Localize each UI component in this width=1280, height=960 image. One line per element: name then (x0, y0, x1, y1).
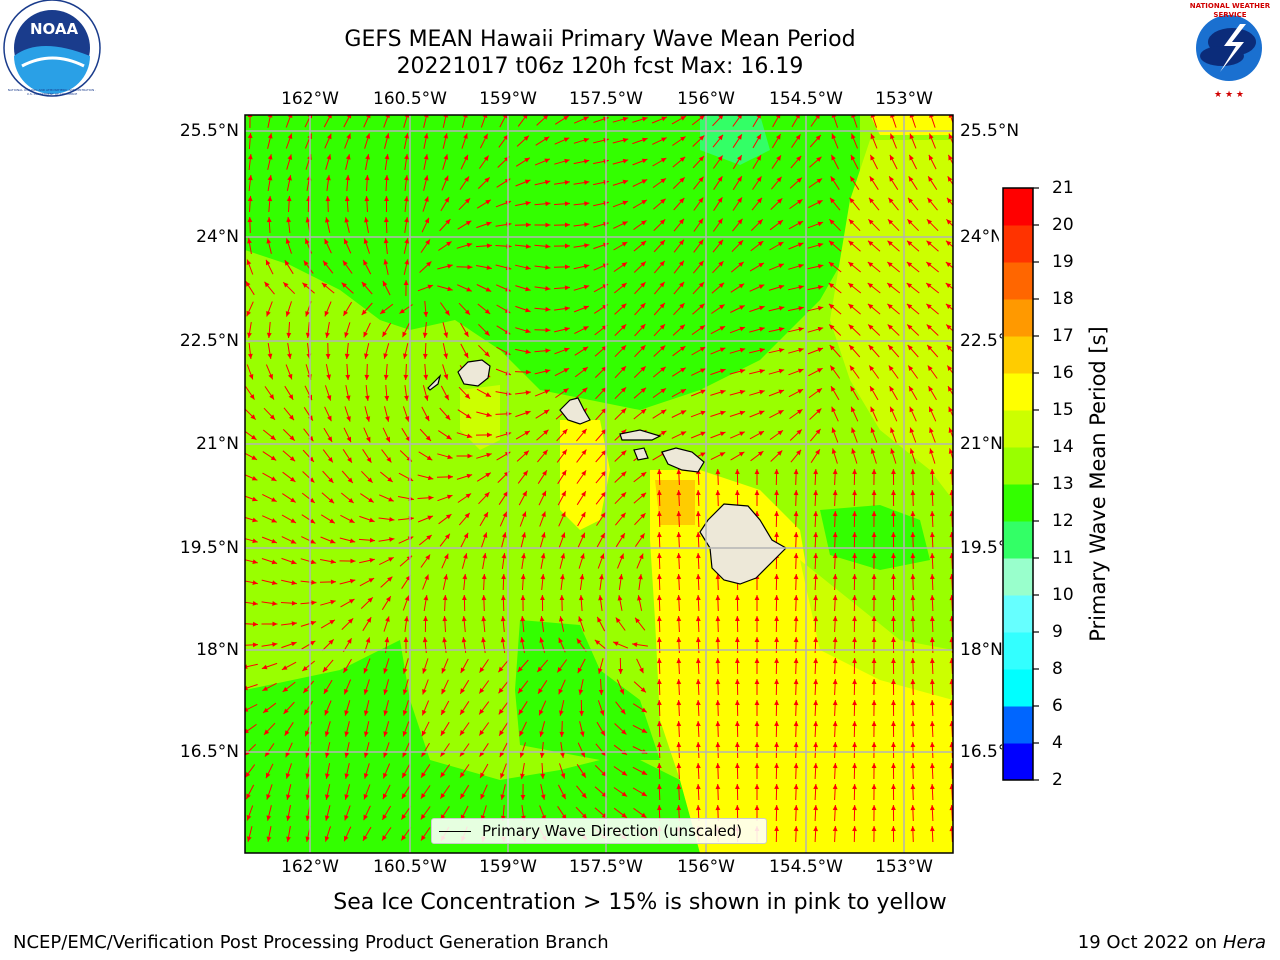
colorbar-segment (1003, 336, 1033, 374)
island-kauai (457, 359, 491, 387)
noaa-logo-ring-text: NATIONAL OCEANIC AND ATMOSPHERIC ADMINIS… (7, 88, 97, 96)
lon-label-top: 159°W (479, 89, 537, 109)
island-lanai (633, 447, 649, 461)
colorbar-tick-label: 21 (1052, 178, 1074, 198)
hawaiian-islands (427, 359, 787, 585)
colorbar-tick-label: 11 (1052, 548, 1074, 568)
lat-label-right: 22.5°N (960, 332, 1002, 350)
lon-label-top: 157.5°W (569, 89, 643, 109)
lon-label-top: 160.5°W (373, 89, 447, 109)
lon-label-top: 156°W (677, 89, 735, 109)
colorbar (1003, 187, 1039, 781)
lat-label-right: 24°N (960, 227, 1003, 247)
island-hawaii (699, 503, 787, 585)
colorbar-tick-label: 10 (1052, 585, 1074, 605)
footer-right: 19 Oct 2022 on Hera (1078, 932, 1266, 953)
lat-label-right: 25.5°N (960, 121, 1020, 141)
colorbar-segment (1003, 373, 1033, 411)
colorbar-tick-label: 6 (1052, 696, 1063, 716)
lon-label-bottom: 159°W (479, 857, 537, 877)
colorbar-segment (1003, 669, 1033, 707)
lat-label-right: 16.5°N (960, 743, 1002, 761)
lon-label-bottom: 162°W (281, 857, 339, 877)
lat-label-left: 24°N (196, 227, 239, 247)
colorbar-segment (1003, 484, 1033, 522)
caption: Sea Ice Concentration > 15% is shown in … (333, 890, 947, 915)
lon-label-top: 154.5°W (769, 89, 843, 109)
legend-line (439, 831, 471, 832)
svg-text:★ ★ ★: ★ ★ ★ (1214, 90, 1244, 100)
colorbar-segment (1003, 225, 1033, 263)
colorbar-tick-label: 17 (1052, 326, 1074, 346)
nws-logo: ★ ★ ★ (1183, 2, 1275, 100)
lon-label-bottom: 153°W (875, 857, 933, 877)
colorbar-tick-label: 2 (1052, 770, 1063, 790)
lat-label-right: 21°N (960, 435, 1002, 453)
noaa-logo-text: NOAA (30, 20, 79, 38)
legend-box: Primary Wave Direction (unscaled) (431, 818, 767, 844)
colorbar-tick-label: 8 (1052, 659, 1063, 679)
lat-label-left: 18°N (196, 640, 239, 660)
colorbar-tick-label: 18 (1052, 289, 1074, 309)
lat-label-left: 22.5°N (179, 331, 239, 351)
colorbar-segment (1003, 743, 1033, 781)
lon-label-bottom: 156°W (677, 857, 735, 877)
lon-label-bottom: 154.5°W (769, 857, 843, 877)
lat-label-right: 18°N (960, 641, 1002, 659)
colorbar-segment (1003, 410, 1033, 448)
colorbar-title: Primary Wave Mean Period [s] (1086, 326, 1110, 642)
nws-logo-ring-text: NATIONAL WEATHER SERVICE (1189, 2, 1271, 19)
colorbar-segment (1003, 262, 1033, 300)
island-oahu (559, 397, 591, 425)
colorbar-tick-label: 14 (1052, 437, 1074, 457)
colorbar-tick-label: 16 (1052, 363, 1074, 383)
noaa-logo (3, 0, 101, 97)
island-molokai (619, 429, 662, 441)
footer-host: Hera (1222, 932, 1266, 953)
colorbar-tick-label: 15 (1052, 400, 1074, 420)
island-maui (661, 447, 705, 473)
colorbar-tick-label: 13 (1052, 474, 1074, 494)
lon-label-top: 153°W (875, 89, 933, 109)
colorbar-tick-label: 9 (1052, 622, 1063, 642)
legend-label: Primary Wave Direction (unscaled) (482, 822, 743, 840)
colorbar-segment (1003, 632, 1033, 670)
footer-left: NCEP/EMC/Verification Post Processing Pr… (13, 932, 609, 953)
lon-label-bottom: 157.5°W (569, 857, 643, 877)
lat-label-left: 25.5°N (179, 121, 239, 141)
map-subtitle: 20221017 t06z 120h fcst Max: 16.19 (396, 54, 804, 79)
colorbar-segment (1003, 521, 1033, 559)
map-frame (244, 114, 954, 854)
island-niihau (427, 374, 442, 391)
footer-date: 19 Oct 2022 on (1077, 932, 1218, 953)
colorbar-segment (1003, 299, 1033, 337)
colorbar-segment (1003, 188, 1033, 226)
map-title: GEFS MEAN Hawaii Primary Wave Mean Perio… (344, 27, 856, 52)
colorbar-tick-label: 4 (1052, 733, 1063, 753)
colorbar-segment (1003, 447, 1033, 485)
lon-label-bottom: 160.5°W (373, 857, 447, 877)
lat-label-left: 21°N (196, 434, 239, 454)
colorbar-tick-label: 19 (1052, 252, 1074, 272)
graticule (245, 115, 953, 853)
lat-label-left: 19.5°N (179, 538, 239, 558)
lat-label-right: 19.5°N (960, 539, 1002, 557)
colorbar-frame (1002, 187, 1034, 781)
colorbar-tick-label: 20 (1052, 215, 1074, 235)
lon-label-top: 162°W (281, 89, 339, 109)
colorbar-segment (1003, 595, 1033, 633)
colorbar-segment (1003, 558, 1033, 596)
lat-label-left: 16.5°N (179, 742, 239, 762)
colorbar-tick-label: 12 (1052, 511, 1074, 531)
colorbar-segment (1003, 706, 1033, 744)
